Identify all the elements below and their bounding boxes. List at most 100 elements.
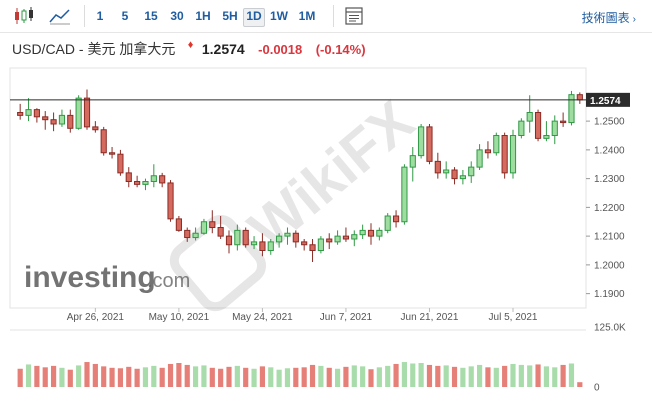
candle-body	[142, 181, 149, 185]
candle-up	[518, 118, 525, 139]
volume-bar	[460, 367, 466, 387]
candle-body	[359, 229, 366, 236]
candle-body	[242, 229, 249, 246]
candle-down	[484, 141, 492, 159]
candle-body	[568, 94, 575, 124]
candle-body	[234, 229, 241, 246]
chart-toolbar: 1 5 15 30 1H 5H 1D 1W 1M 技術圖表 ›	[0, 0, 652, 33]
candle-down	[560, 112, 567, 127]
volume-bar	[543, 366, 550, 387]
candle-down	[83, 89, 91, 130]
candle-down	[50, 112, 57, 132]
volume-bar	[560, 364, 566, 387]
volume-bar	[42, 367, 48, 387]
timeframe-5h[interactable]: 5H	[222, 9, 238, 23]
volume-bar	[284, 368, 291, 387]
candle-down	[451, 167, 458, 185]
candle-body	[167, 182, 174, 220]
candle-body	[267, 241, 274, 251]
candle-up	[551, 115, 558, 145]
candle-up	[334, 230, 341, 245]
candlestick-chart-icon[interactable]	[12, 6, 36, 26]
candle-body	[284, 232, 291, 237]
y-tick-label: 1.2300	[594, 174, 625, 185]
candle-body	[42, 116, 49, 121]
volume-bar	[360, 366, 366, 387]
candle-up	[200, 218, 208, 235]
timeframe-1w[interactable]: 1W	[270, 9, 288, 23]
candle-up	[359, 224, 366, 239]
timeframe-1h[interactable]: 1H	[195, 9, 211, 23]
candle-body	[83, 97, 91, 128]
investing-logo-suffix: .com	[147, 270, 190, 292]
volume-bar	[385, 365, 391, 387]
candle-body	[225, 235, 233, 246]
candle-down	[125, 167, 132, 188]
candle-body	[159, 175, 166, 184]
candle-up	[317, 236, 324, 254]
area-chart-icon[interactable]	[48, 6, 72, 26]
candle-up	[409, 147, 416, 182]
advanced-chart-link[interactable]: 技術圖表 ›	[582, 9, 636, 26]
candle-up	[267, 239, 274, 255]
chart-settings-icon[interactable]	[344, 6, 368, 26]
volume-bar	[176, 363, 182, 387]
timeframe-1d[interactable]: 1D	[243, 8, 265, 27]
volume-bar	[25, 364, 32, 387]
candle-body	[67, 114, 74, 129]
candle-up	[384, 213, 391, 234]
volume-bar	[126, 366, 132, 387]
candle-body	[292, 232, 299, 243]
candle-up	[142, 178, 149, 191]
candle-body	[75, 97, 82, 129]
volume-bar	[309, 364, 316, 387]
timeframe-5[interactable]: 5	[121, 9, 129, 23]
volume-bar	[535, 364, 541, 387]
timeframe-15[interactable]: 15	[144, 9, 158, 23]
current-price-tag	[586, 92, 630, 107]
candle-up	[250, 236, 258, 250]
candle-body	[451, 169, 458, 180]
investing-logo-text: investing	[24, 261, 156, 294]
candle-up	[468, 161, 475, 183]
candle-up	[58, 109, 66, 127]
candle-body	[150, 175, 157, 182]
candle-body	[58, 114, 66, 125]
candle-body	[33, 109, 40, 118]
volume-bar	[301, 367, 307, 387]
candle-down	[175, 216, 182, 232]
candle-down	[242, 227, 249, 248]
volume-bar	[368, 369, 374, 387]
timeframe-1[interactable]: 1	[96, 9, 104, 23]
timeframe-30[interactable]: 30	[170, 9, 184, 23]
candles	[17, 89, 583, 262]
candle-body	[301, 241, 308, 246]
volume-bar	[84, 362, 90, 387]
toolbar-divider	[333, 5, 334, 27]
candle-body	[134, 181, 141, 185]
current-price-label: 1.2574	[590, 96, 621, 107]
candle-body	[351, 234, 358, 240]
volume-bar	[376, 367, 382, 387]
candle-down	[426, 124, 433, 165]
y-tick-label: 1.2200	[594, 203, 625, 214]
candle-body	[326, 238, 333, 243]
candle-body	[501, 135, 508, 174]
candle-down	[117, 149, 124, 176]
candle-body	[184, 229, 191, 239]
volume-bar	[268, 367, 274, 387]
candle-body	[576, 94, 583, 101]
x-tick-label: Apr 26, 2021	[67, 312, 125, 323]
volume-bar	[343, 366, 349, 387]
candle-up	[284, 227, 291, 245]
y-tick-label: 1.2000	[594, 260, 625, 271]
volume-bar	[167, 363, 174, 387]
candle-body	[392, 215, 400, 223]
volume-bar	[502, 365, 508, 387]
timeframe-1m[interactable]: 1M	[298, 9, 316, 23]
candle-down	[100, 126, 107, 156]
volume-bar	[334, 368, 341, 387]
candle-down	[342, 227, 350, 242]
candle-down	[67, 109, 74, 133]
